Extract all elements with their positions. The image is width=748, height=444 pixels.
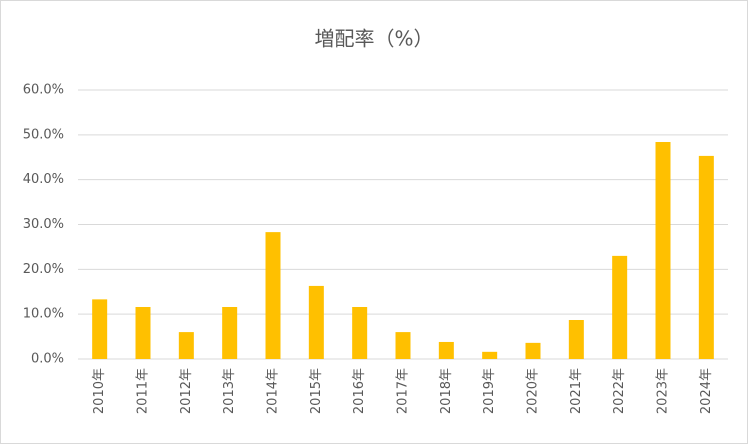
x-tick-label: 2017年 bbox=[396, 368, 411, 414]
y-tick-label: 30.0% bbox=[23, 217, 64, 232]
bar bbox=[178, 332, 194, 359]
x-tick-label: 2022年 bbox=[612, 368, 627, 414]
y-tick-label: 10.0% bbox=[23, 307, 64, 322]
x-tick-label: 2019年 bbox=[482, 368, 497, 414]
chart-title: 増配率（%） bbox=[314, 27, 433, 51]
x-tick-label: 2010年 bbox=[92, 368, 107, 414]
x-tick-label: 2021年 bbox=[569, 368, 584, 414]
y-tick-label: 20.0% bbox=[23, 262, 64, 277]
x-tick-label: 2023年 bbox=[656, 368, 671, 414]
bar bbox=[568, 319, 584, 359]
x-tick-label: 2012年 bbox=[179, 368, 194, 414]
bar bbox=[135, 306, 151, 359]
x-tick-label: 2015年 bbox=[309, 368, 324, 414]
bar bbox=[698, 155, 714, 359]
bar bbox=[612, 255, 628, 359]
bar bbox=[482, 351, 498, 359]
x-tick-label: 2016年 bbox=[352, 368, 367, 414]
bar bbox=[655, 142, 671, 359]
bar bbox=[438, 341, 454, 359]
x-tick-label: 2011年 bbox=[136, 368, 151, 414]
bar bbox=[222, 306, 238, 359]
bar bbox=[265, 232, 281, 359]
bar bbox=[395, 332, 411, 359]
y-tick-label: 40.0% bbox=[23, 172, 64, 187]
y-tick-label: 50.0% bbox=[23, 127, 64, 142]
y-tick-label: 0.0% bbox=[31, 352, 64, 367]
bar bbox=[352, 306, 368, 359]
y-tick-label: 60.0% bbox=[23, 83, 64, 98]
x-tick-label: 2024年 bbox=[699, 368, 714, 414]
bar bbox=[308, 285, 324, 359]
x-tick-label: 2013年 bbox=[222, 368, 237, 414]
x-tick-label: 2018年 bbox=[439, 368, 454, 414]
bar bbox=[92, 299, 108, 359]
x-tick-label: 2014年 bbox=[266, 368, 281, 414]
bar bbox=[525, 342, 541, 359]
x-tick-label: 2020年 bbox=[526, 368, 541, 414]
